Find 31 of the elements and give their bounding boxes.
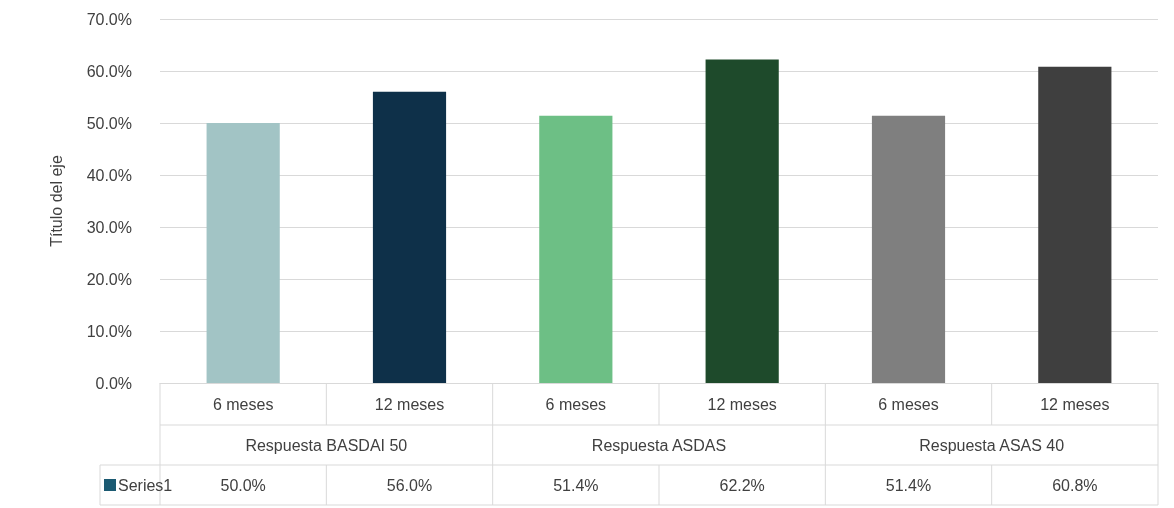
y-tick-label: 0.0% [95,374,132,392]
y-tick-label: 20.0% [86,270,132,288]
x-tick-label: 12 meses [374,395,445,413]
y-tick-label: 40.0% [86,166,132,184]
bar [705,59,779,383]
data-label: 51.4% [885,476,932,494]
bar [206,123,280,383]
x-tick-label: 6 meses [212,395,274,413]
text: Series1 [118,476,173,494]
data-label: 60.8% [1052,476,1098,494]
text: Respuesta ASDAS [591,436,727,454]
y-tick-label: 10.0% [86,322,132,340]
x-tick-label: 12 meses [707,395,777,413]
bar [372,91,447,383]
x-tick-label: 6 meses [545,395,607,413]
bar [1038,66,1112,383]
text: Respuesta BASDAI 50 [245,436,408,454]
data-label: 51.4% [553,476,599,494]
y-tick-label: 50.0% [86,114,132,132]
y-tick-label: 60.0% [86,62,132,80]
data-label: 56.0% [386,476,433,494]
bar [539,115,613,383]
x-tick-label: 6 meses [878,395,939,413]
bar [871,115,946,383]
data-label: 50.0% [220,476,266,494]
x-tick-label: 12 meses [1040,395,1110,413]
y-axis-title: Título del eje [47,155,65,247]
y-tick-label: 70.0% [86,10,132,28]
data-label: 62.2% [719,476,765,494]
y-tick-label: 30.0% [86,218,132,236]
text: Respuesta ASAS 40 [919,436,1065,454]
